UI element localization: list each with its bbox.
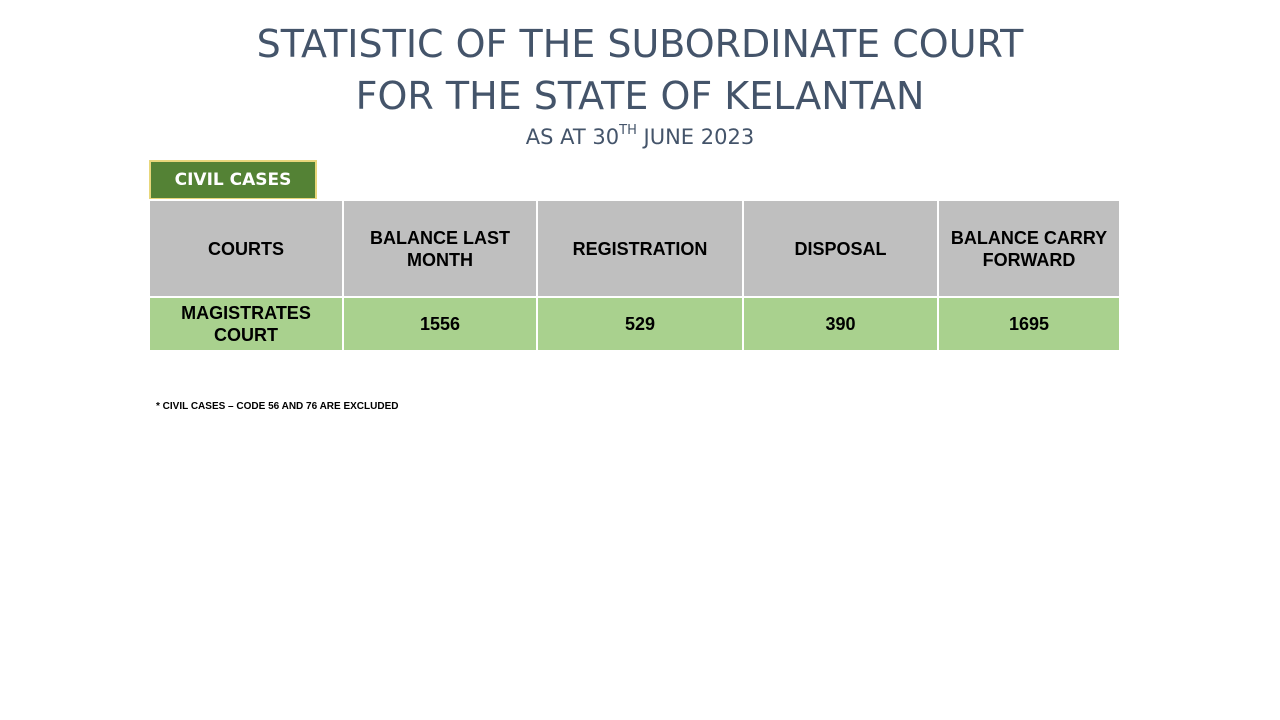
date-suffix: JUNE 2023 (636, 125, 755, 149)
table-row: MAGISTRATES COURT 1556 529 390 1695 (148, 296, 1121, 352)
footnote: * CIVIL CASES – CODE 56 AND 76 ARE EXCLU… (156, 401, 399, 412)
statistics-table: COURTS BALANCE LAST MONTH REGISTRATION D… (148, 199, 1121, 352)
cell-court-name: MAGISTRATES COURT (148, 296, 344, 352)
header-registration: REGISTRATION (536, 199, 744, 298)
header-courts: COURTS (148, 199, 344, 298)
header-balance-carry-forward: BALANCE CARRY FORWARD (937, 199, 1121, 298)
cell-registration: 529 (536, 296, 744, 352)
date-subtitle: AS AT 30TH JUNE 2023 (0, 123, 1280, 149)
header-disposal: DISPOSAL (742, 199, 939, 298)
page-title-line2: FOR THE STATE OF KELANTAN (355, 74, 925, 118)
cell-balance-last-month: 1556 (342, 296, 538, 352)
header-balance-last-month: BALANCE LAST MONTH (342, 199, 538, 298)
civil-cases-badge: CIVIL CASES (149, 160, 317, 200)
page-title-line1: STATISTIC OF THE SUBORDINATE COURT (256, 22, 1024, 66)
cell-disposal: 390 (742, 296, 939, 352)
date-prefix: AS AT 30 (525, 125, 620, 149)
cell-balance-carry-forward: 1695 (937, 296, 1121, 352)
date-superscript: TH (619, 123, 637, 138)
table-header-row: COURTS BALANCE LAST MONTH REGISTRATION D… (148, 199, 1121, 298)
